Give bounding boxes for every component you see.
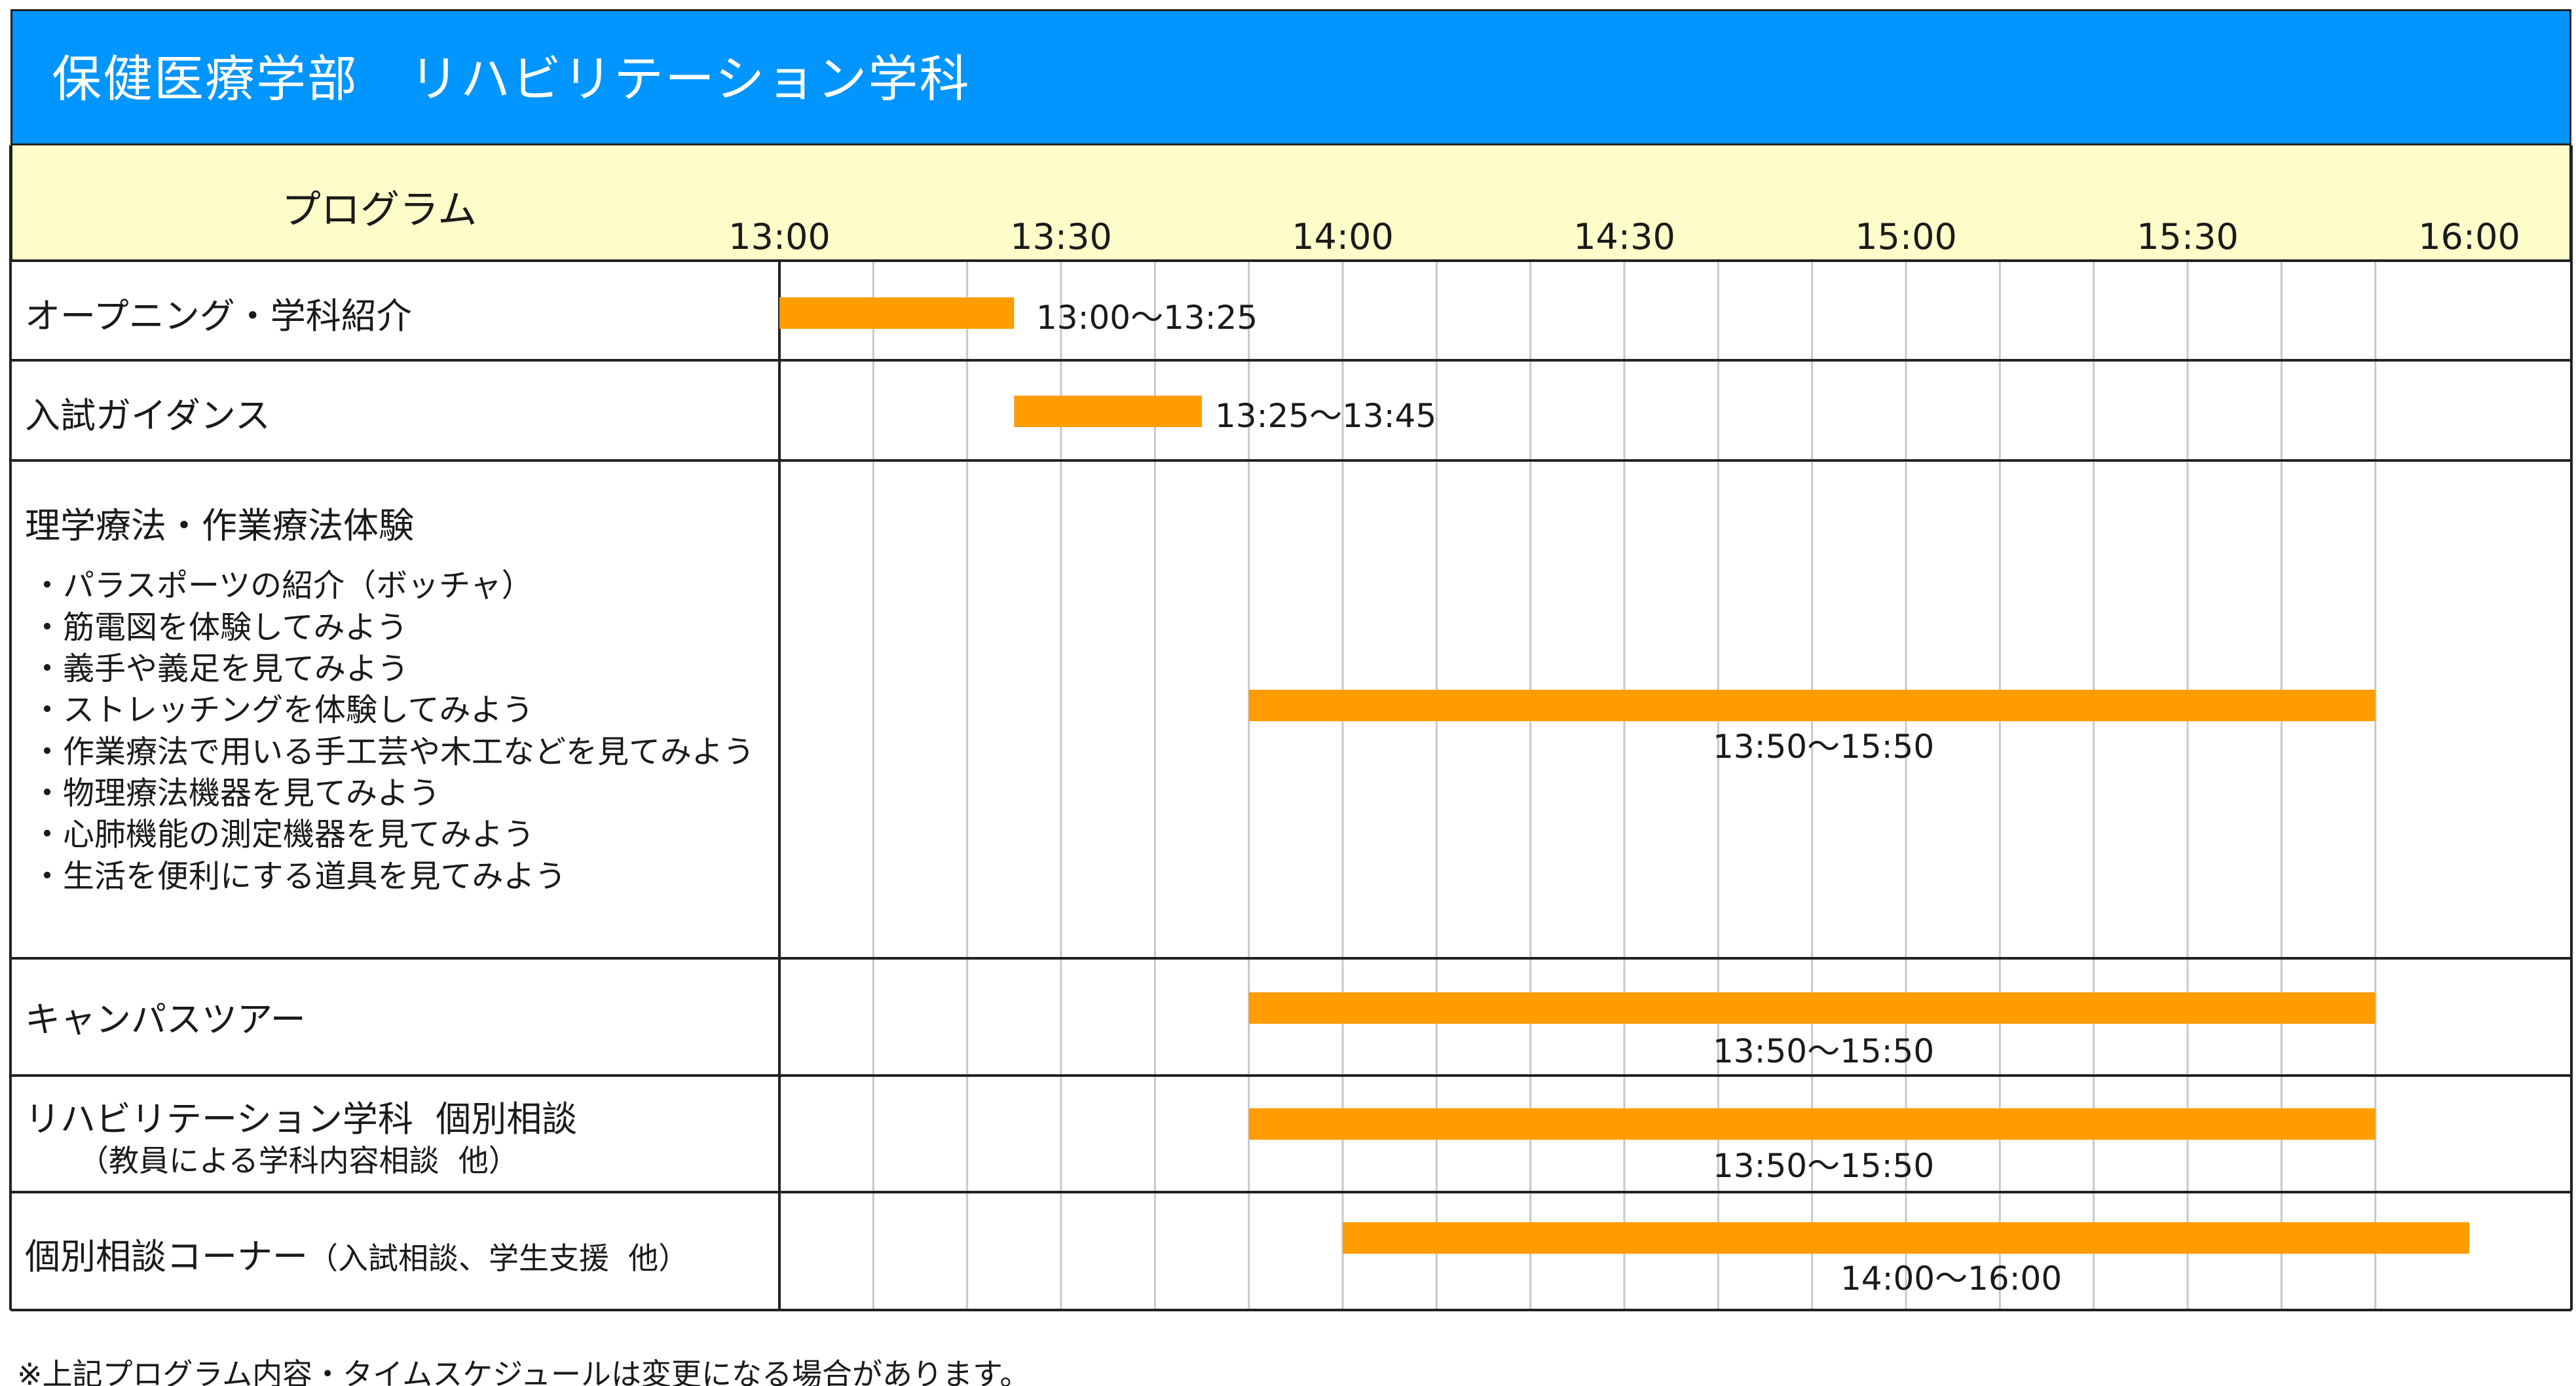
row-label-therapy-experience: 理学療法・作業療法体験 [25,505,414,546]
page-header: 保健医療学部 リハビリテーション学科 [10,9,2571,145]
schedule-bar [1248,1108,2376,1140]
time-range-label: 13:00～13:25 [1036,299,1258,337]
schedule-bar [1014,396,1202,427]
row-label-exam-guidance: 入試ガイダンス [25,395,271,436]
page-title: 保健医療学部 リハビリテーション学科 [52,50,971,108]
time-tick-label: 14:30 [1573,216,1675,257]
time-tick-label: 16:00 [2418,216,2520,257]
schedule-bar [1248,992,2376,1024]
experience-list-item: ・ストレッチングを体験してみよう [31,692,534,728]
time-tick-label: 13:00 [728,216,831,257]
time-tick-label: 14:00 [1292,216,1394,257]
experience-list-item: ・パラスポーツの紹介（ボッチャ） [31,567,533,604]
experience-list-item: ・生活を便利にする道具を見てみよう [31,858,567,895]
schedule-footnote: ※上記プログラム内容・タイムスケジュールは変更になる場合があります。 [17,1357,1030,1386]
experience-list-item: ・物理療法機器を見てみよう [31,775,441,812]
row-label-consultation-corner: 個別相談コーナー（入試相談、学生支援 他） [25,1227,688,1279]
timeline-header [10,145,2571,261]
row-label-suffix: （入試相談、学生支援 他） [308,1241,689,1276]
experience-list-item: ・作業療法で用いる手工芸や木工などを見てみよう [31,734,755,770]
schedule-bar [1343,1222,2469,1254]
time-tick-label: 13:30 [1010,216,1112,257]
experience-list-item: ・義手や義足を見てみよう [31,650,409,687]
time-range-label: 13:25～13:45 [1215,397,1437,435]
time-tick-label: 15:30 [2137,216,2239,257]
program-column-header: プログラム [282,187,477,233]
time-range-label: 13:50～15:50 [1713,1147,1935,1185]
row-label-department-consultation: リハビリテーション学科 個別相談 [25,1098,578,1140]
experience-list-item: ・筋電図を体験してみよう [31,609,408,646]
row-label-campus-tour: キャンパスツアー [25,999,306,1040]
time-tick-label: 15:00 [1855,216,1957,257]
experience-list-item: ・心肺機能の測定機器を見てみよう [31,816,535,853]
schedule-bar [1248,690,2376,721]
row-label-text: 個別相談コーナー [25,1236,308,1277]
row-label-opening: オープニング・学科紹介 [25,295,412,337]
time-range-label: 14:00～16:00 [1840,1260,2063,1298]
row-sublabel: （教員による学科内容相談 他） [79,1143,519,1178]
schedule-bar [779,297,1015,329]
time-range-label: 13:50～15:50 [1713,728,1935,766]
time-range-label: 13:50～15:50 [1713,1032,1935,1070]
